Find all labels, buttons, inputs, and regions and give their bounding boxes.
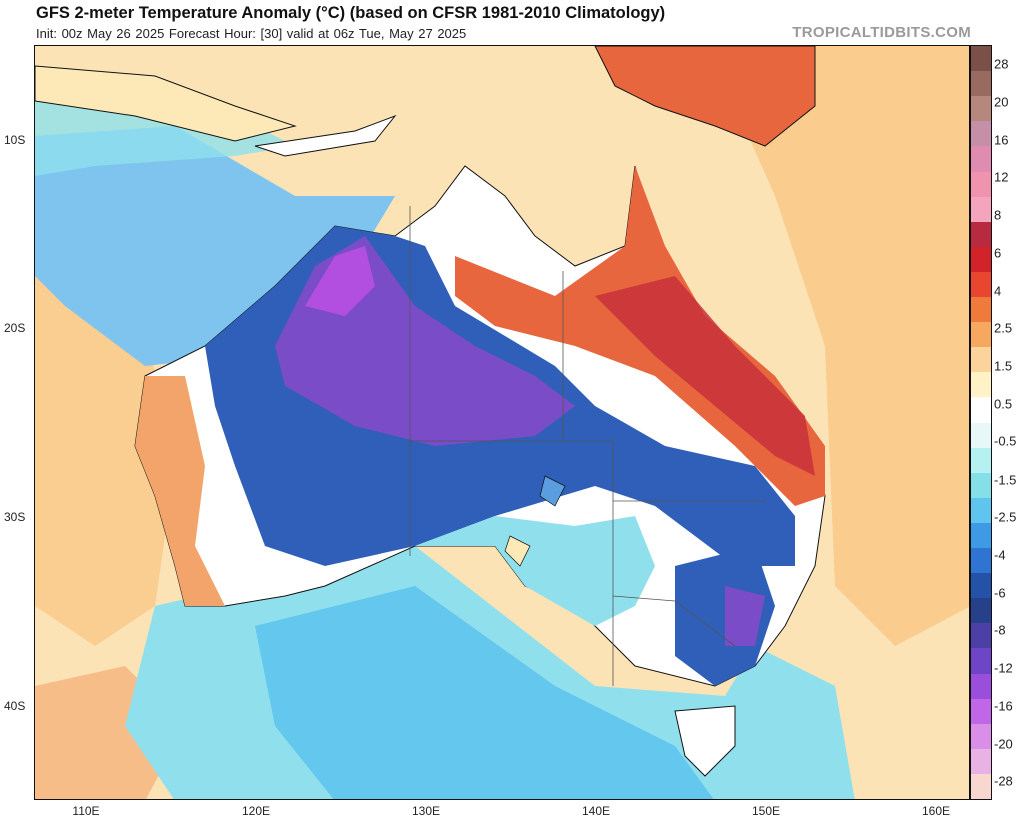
colorbar-segment xyxy=(971,698,991,725)
lon-label-150e: 150E xyxy=(751,804,781,818)
colorbar-segment xyxy=(971,673,991,700)
state-border-nsw-vic xyxy=(612,595,736,647)
colorbar-label: 1.5 xyxy=(994,358,1013,374)
cool-anomaly-south-coast xyxy=(415,516,655,626)
colorbar-segment xyxy=(971,121,991,147)
colorbar-segment xyxy=(971,723,991,750)
lat-label-30s: 30S xyxy=(4,510,26,524)
colorbar-segment xyxy=(971,271,991,298)
colorbar-label: -20 xyxy=(994,736,1013,752)
map-canvas xyxy=(35,46,969,799)
very-cold-anomaly-southeast xyxy=(725,586,765,646)
colorbar-label: -0.5 xyxy=(994,433,1017,449)
colorbar-segment xyxy=(971,322,991,348)
colorbar-segment xyxy=(971,422,991,449)
colorbar-segment xyxy=(971,548,991,574)
lon-label-120e: 120E xyxy=(241,804,271,818)
colorbar-segment xyxy=(971,648,991,674)
colorbar-label: 0.5 xyxy=(994,396,1013,412)
lon-label-110e: 110E xyxy=(72,804,100,818)
colorbar-segment xyxy=(971,447,991,474)
lat-label-10s: 10S xyxy=(4,133,26,147)
colorbar-segment xyxy=(971,397,991,423)
lon-label-130e: 130E xyxy=(411,804,441,818)
colorbar-segment xyxy=(971,71,991,97)
forecast-info: Init: 00z May 26 2025 Forecast Hour: [30… xyxy=(36,26,467,41)
colorbar-label: 8 xyxy=(994,207,1002,223)
colorbar-segment xyxy=(971,372,991,398)
colorbar-segment xyxy=(971,96,991,122)
colorbar-segment xyxy=(971,773,991,800)
colorbar-label: -4 xyxy=(994,547,1006,563)
colorbar-segment xyxy=(971,623,991,649)
colorbar-segment xyxy=(971,221,991,248)
colorbar-segment xyxy=(971,146,991,172)
lon-label-140e: 140E xyxy=(581,804,611,818)
colorbar-label: 20 xyxy=(994,94,1009,110)
colorbar-label: 6 xyxy=(994,245,1002,261)
lat-label-20s: 20S xyxy=(4,321,26,335)
colorbar-segment xyxy=(971,497,991,524)
tasmania xyxy=(674,705,736,777)
lat-label-40s: 40S xyxy=(4,699,26,713)
colorbar-segment xyxy=(971,171,991,198)
colorbar-label: 28 xyxy=(994,56,1009,72)
warm-ocean-east xyxy=(735,46,969,646)
cool-ocean-south-deep xyxy=(255,586,714,799)
colorbar-label: -6 xyxy=(994,585,1006,601)
timor-islands xyxy=(254,114,397,157)
source-watermark[interactable]: TROPICALTIDBITS.COM xyxy=(792,24,971,41)
extreme-cold-anomaly xyxy=(305,246,375,316)
colorbar-segment xyxy=(971,196,991,223)
indonesia-islands xyxy=(35,65,297,142)
colorbar-label: -2.5 xyxy=(994,509,1017,525)
colorbar-segment xyxy=(971,246,991,273)
chart-title: GFS 2-meter Temperature Anomaly (°C) (ba… xyxy=(36,4,666,22)
anomaly-map[interactable] xyxy=(34,45,970,800)
colorbar-label: -1.5 xyxy=(994,472,1017,488)
colorbar-segment xyxy=(971,472,991,499)
colorbar-segment xyxy=(971,347,991,373)
colorbar-segment xyxy=(971,598,991,624)
lon-label-160e: 160E xyxy=(921,804,951,818)
colorbar-segment xyxy=(971,297,991,323)
colorbar-label: 2.5 xyxy=(994,320,1013,336)
colorbar-label: -28 xyxy=(994,773,1013,789)
colorbar-segment xyxy=(971,46,991,72)
colorbar-label: 4 xyxy=(994,283,1002,299)
colorbar-segment xyxy=(971,748,991,775)
colorbar-label: -8 xyxy=(994,622,1006,638)
lake-torrens xyxy=(504,535,531,567)
colorbar-segment xyxy=(971,573,991,599)
colorbar-segment xyxy=(971,522,991,549)
lake-eyre xyxy=(539,475,566,507)
new-guinea xyxy=(594,46,816,147)
colorbar-label: -16 xyxy=(994,698,1013,714)
colorbar-label: -12 xyxy=(994,660,1013,676)
colorbar-label: 16 xyxy=(994,132,1009,148)
colorbar xyxy=(970,45,992,800)
warm-anomaly-west xyxy=(135,376,225,606)
colorbar-label: 12 xyxy=(994,169,1009,185)
very-hot-anomaly-east xyxy=(595,276,815,476)
